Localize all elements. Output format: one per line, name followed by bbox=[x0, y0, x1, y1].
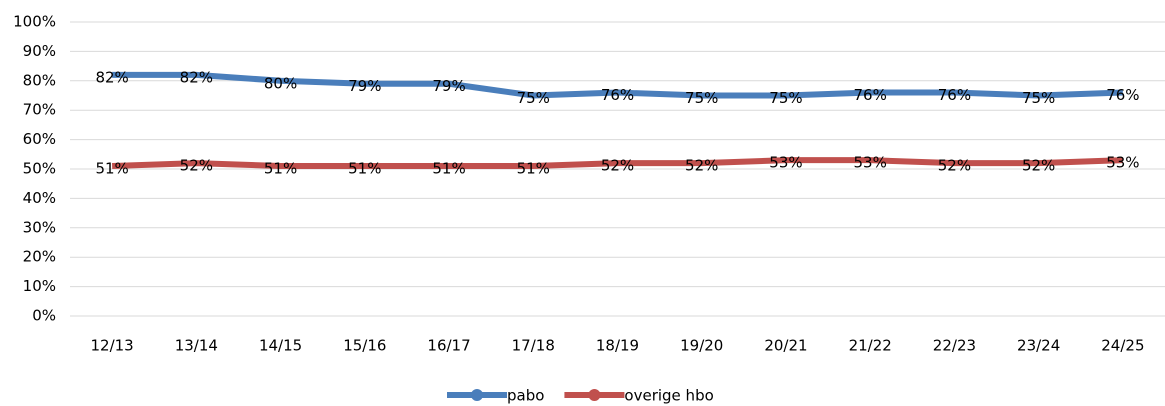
data-label: 75% bbox=[685, 89, 718, 107]
x-tick-label: 17/18 bbox=[512, 337, 555, 355]
y-tick-label: 30% bbox=[23, 218, 56, 236]
data-label: 51% bbox=[95, 160, 128, 178]
data-label: 75% bbox=[769, 89, 802, 107]
data-label: 76% bbox=[938, 86, 971, 104]
data-label: 75% bbox=[517, 89, 550, 107]
data-label: 82% bbox=[180, 68, 213, 86]
data-label: 53% bbox=[1106, 154, 1139, 172]
data-label: 76% bbox=[601, 86, 634, 104]
x-tick-label: 19/20 bbox=[680, 337, 723, 355]
x-tick-label: 24/25 bbox=[1101, 337, 1144, 355]
y-tick-label: 70% bbox=[23, 101, 56, 119]
data-label: 79% bbox=[432, 77, 465, 95]
data-label: 51% bbox=[432, 160, 465, 178]
data-label: 76% bbox=[854, 86, 887, 104]
data-label: 79% bbox=[348, 77, 381, 95]
data-label: 52% bbox=[601, 157, 634, 175]
legend-label: pabo bbox=[507, 387, 544, 405]
y-tick-label: 20% bbox=[23, 248, 56, 266]
data-label: 53% bbox=[769, 154, 802, 172]
data-label: 76% bbox=[1106, 86, 1139, 104]
x-tick-label: 13/14 bbox=[175, 337, 218, 355]
y-tick-label: 0% bbox=[32, 307, 56, 325]
legend-label: overige hbo bbox=[624, 387, 713, 405]
data-label: 82% bbox=[95, 68, 128, 86]
series-line bbox=[112, 71, 1123, 99]
x-tick-label: 12/13 bbox=[90, 337, 133, 355]
data-label: 52% bbox=[685, 157, 718, 175]
x-tick-label: 22/23 bbox=[933, 337, 976, 355]
y-tick-label: 40% bbox=[23, 189, 56, 207]
data-label: 80% bbox=[264, 74, 297, 92]
data-label: 51% bbox=[348, 160, 381, 178]
y-tick-label: 100% bbox=[13, 13, 56, 31]
data-label: 52% bbox=[938, 157, 971, 175]
x-tick-label: 18/19 bbox=[596, 337, 639, 355]
x-tick-label: 14/15 bbox=[259, 337, 302, 355]
data-label: 52% bbox=[180, 157, 213, 175]
data-label: 75% bbox=[1022, 89, 1055, 107]
data-label: 52% bbox=[1022, 157, 1055, 175]
series-line bbox=[112, 157, 1123, 170]
x-tick-label: 21/22 bbox=[849, 337, 892, 355]
y-tick-label: 80% bbox=[23, 71, 56, 89]
data-label: 51% bbox=[264, 160, 297, 178]
y-tick-label: 60% bbox=[23, 130, 56, 148]
legend-marker bbox=[588, 389, 601, 401]
y-tick-label: 50% bbox=[23, 160, 56, 178]
x-tick-label: 20/21 bbox=[764, 337, 807, 355]
legend-marker bbox=[471, 389, 483, 401]
x-tick-label: 23/24 bbox=[1017, 337, 1060, 355]
y-tick-label: 10% bbox=[23, 277, 56, 295]
y-tick-label: 90% bbox=[23, 42, 56, 60]
x-tick-label: 15/16 bbox=[343, 337, 386, 355]
data-label: 53% bbox=[854, 154, 887, 172]
x-tick-label: 16/17 bbox=[427, 337, 470, 355]
data-label: 51% bbox=[517, 160, 550, 178]
